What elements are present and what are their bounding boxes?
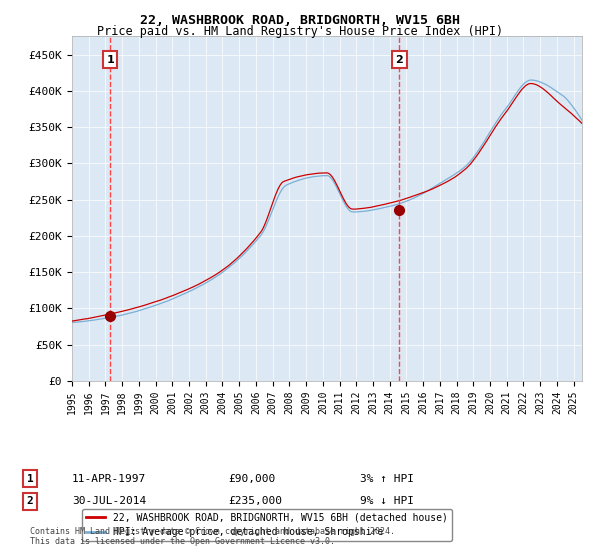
Text: 2: 2 <box>26 496 34 506</box>
Text: £90,000: £90,000 <box>228 474 275 484</box>
Legend: 22, WASHBROOK ROAD, BRIDGNORTH, WV15 6BH (detached house), HPI: Average price, d: 22, WASHBROOK ROAD, BRIDGNORTH, WV15 6BH… <box>82 508 452 542</box>
Text: 1: 1 <box>26 474 34 484</box>
Text: 11-APR-1997: 11-APR-1997 <box>72 474 146 484</box>
Text: 9% ↓ HPI: 9% ↓ HPI <box>360 496 414 506</box>
Text: 3% ↑ HPI: 3% ↑ HPI <box>360 474 414 484</box>
Text: £235,000: £235,000 <box>228 496 282 506</box>
Text: 30-JUL-2014: 30-JUL-2014 <box>72 496 146 506</box>
Text: 2: 2 <box>395 54 403 64</box>
Text: 1: 1 <box>106 54 114 64</box>
Text: 22, WASHBROOK ROAD, BRIDGNORTH, WV15 6BH: 22, WASHBROOK ROAD, BRIDGNORTH, WV15 6BH <box>140 14 460 27</box>
Text: Contains HM Land Registry data © Crown copyright and database right 2024.
This d: Contains HM Land Registry data © Crown c… <box>30 526 395 546</box>
Text: Price paid vs. HM Land Registry's House Price Index (HPI): Price paid vs. HM Land Registry's House … <box>97 25 503 38</box>
